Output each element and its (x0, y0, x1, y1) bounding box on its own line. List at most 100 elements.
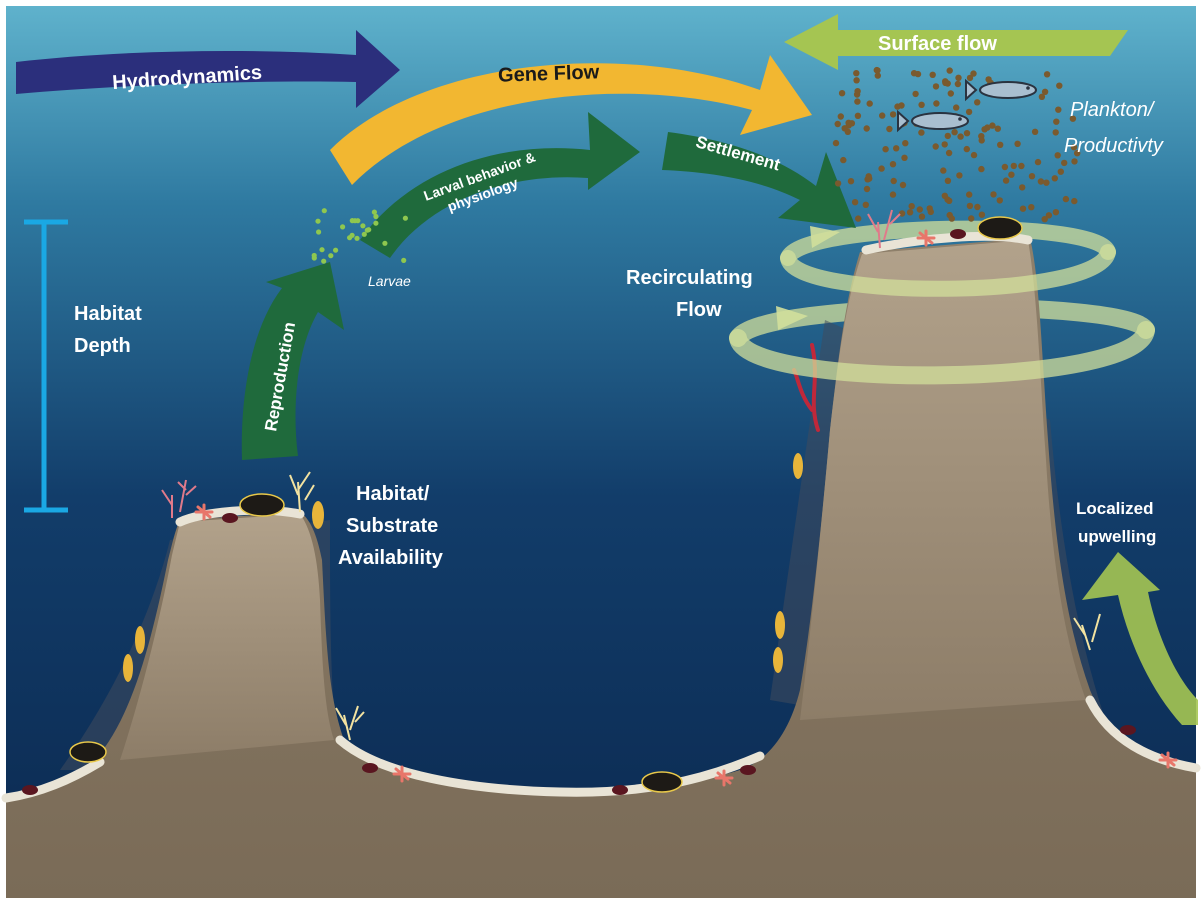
plankton-dot (974, 203, 981, 211)
plankton-dot (966, 202, 974, 210)
plankton-dot (1014, 140, 1021, 147)
plankton-label-line2: Productivty (1064, 135, 1164, 157)
plankton-dot (1054, 152, 1061, 159)
plankton-dot (916, 206, 923, 213)
plankton-dot (838, 90, 846, 97)
plankton-dot (945, 149, 953, 157)
habitat-depth-label-line1: Habitat (74, 303, 142, 325)
coral-icon (161, 479, 197, 518)
larva-dot (402, 215, 408, 221)
plankton-dot (978, 137, 985, 144)
upwelling-arrow (1082, 552, 1198, 725)
plankton-dot (863, 125, 870, 132)
plankton-dot (1053, 118, 1060, 125)
plankton-dot (1008, 171, 1015, 178)
plankton-dot (1052, 209, 1060, 216)
plankton-dot (874, 67, 881, 74)
plankton-dot (1031, 128, 1039, 135)
plankton-dot (918, 129, 925, 136)
plankton-dot (862, 201, 869, 208)
plankton-dot (906, 209, 914, 216)
plankton-dot (1052, 129, 1059, 136)
fish-icon (897, 109, 969, 133)
urchin-icon (22, 229, 1136, 795)
plankton-dot (1056, 82, 1063, 89)
plankton-dot (902, 140, 909, 147)
larva-dot (361, 231, 367, 237)
larva-dot (316, 229, 322, 235)
larva-dot (315, 218, 321, 224)
larva-dot (371, 209, 377, 215)
substrate-label-line3: Availability (338, 547, 444, 569)
plankton-dot (1034, 158, 1042, 166)
plankton-dot (932, 143, 939, 150)
plankton-dot (997, 141, 1004, 148)
plankton-dot (970, 151, 978, 159)
plankton-dot (978, 211, 986, 218)
plankton-dot (929, 71, 936, 79)
plankton-dot (941, 141, 948, 148)
plankton-dot (854, 112, 862, 120)
plankton-dot (1055, 106, 1062, 113)
recirc-ring-lower-front (729, 321, 1155, 385)
plankton-dot (886, 125, 893, 133)
plankton-dot (854, 98, 861, 105)
plankton-dot (974, 99, 981, 106)
plankton-dot (837, 113, 844, 120)
larva-dot (311, 255, 317, 261)
plankton-dot (970, 70, 977, 77)
plankton-dot (845, 119, 852, 127)
plankton-dot (918, 213, 926, 220)
recirc-ring-upper-front (780, 244, 1116, 297)
surface-flow-label: Surface flow (878, 33, 997, 55)
gene-flow-label: Gene Flow (498, 61, 600, 87)
upwelling-label-line2: upwelling (1078, 527, 1156, 546)
left-base-substrate-strip (1, 757, 105, 803)
plankton-dot (899, 181, 907, 189)
plankton-dot (1074, 150, 1081, 157)
plankton-dot (933, 100, 940, 107)
sea-star-icon (194, 229, 1178, 787)
plankton-dot (918, 101, 925, 109)
recirc-ring-lower-arrowhead (776, 306, 808, 330)
plankton-dot (889, 161, 897, 168)
larva-dot (340, 224, 346, 230)
plankton-dot (996, 197, 1003, 204)
sponge-icon (123, 453, 803, 682)
larva-dot (328, 253, 334, 259)
plankton-dot (912, 90, 919, 98)
plankton-dot (854, 88, 861, 95)
plankton-dot (853, 77, 860, 84)
recirc-ring-upper-back (780, 220, 1116, 266)
fish-icon (965, 78, 1037, 102)
plankton-dot (1010, 162, 1017, 170)
gene-flow-arrow (330, 55, 812, 185)
coral-icon (335, 705, 365, 741)
plankton-dot (947, 90, 954, 97)
plankton-dot (1045, 212, 1053, 219)
plankton-dot (994, 125, 1001, 132)
plankton-dot (926, 205, 933, 212)
plankton-dot (874, 72, 881, 79)
larvae-label: Larvae (368, 273, 411, 289)
substrate-label-line2: Substrate (346, 515, 438, 537)
settlement-arrow (662, 132, 856, 228)
plankton-dot (1019, 184, 1026, 191)
plankton-dot (966, 191, 973, 198)
upwelling-label-line1: Localized (1076, 499, 1153, 518)
plankton-dot (866, 100, 873, 107)
plankton-dot (1043, 179, 1050, 186)
plankton-dot (894, 103, 901, 110)
plankton-dot (1028, 204, 1035, 211)
larva-dot (360, 223, 366, 229)
plankton-dot (1061, 159, 1068, 167)
left-seamount (120, 514, 334, 760)
plankton-dot (940, 167, 947, 174)
larva-dot (321, 258, 327, 264)
plankton-dot (889, 111, 897, 118)
plankton-dot (865, 173, 872, 180)
recirc-ring-upper-arrowhead (810, 226, 840, 248)
larva-dot (333, 247, 339, 253)
plankton-dot (956, 172, 963, 179)
plankton-dot (893, 145, 900, 152)
